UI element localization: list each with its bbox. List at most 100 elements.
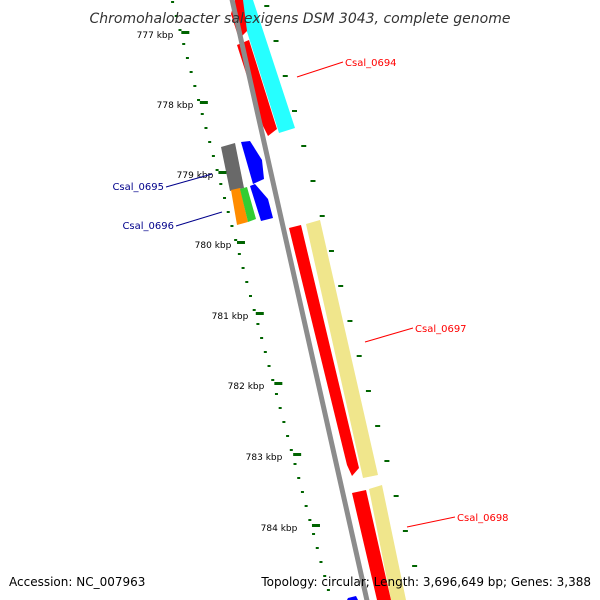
minor-tick [237, 253, 241, 255]
gene-label-leader [165, 173, 213, 188]
gene-label: Csal_0696 [122, 221, 174, 232]
scale-ticks [171, 1, 418, 591]
major-tick [255, 312, 264, 315]
outer-tick [301, 145, 307, 147]
minor-tick [297, 477, 301, 479]
scale-label: 782 kbp [228, 382, 265, 392]
minor-tick [267, 365, 271, 367]
minor-tick [304, 505, 308, 507]
outer-tick [402, 530, 408, 532]
red-cds-csal-0697 [289, 225, 359, 476]
major-tick [311, 524, 320, 527]
blue-cds-bottom [347, 596, 358, 600]
scale-labels: 777 kbp 778 kbp 779 kbp 780 kbp 781 kbp 782 k… [137, 31, 320, 534]
minor-tick [289, 449, 293, 451]
minor-tick [278, 407, 282, 409]
minor-tick [223, 197, 227, 199]
gene-labels: Csal_0694 Csal_0695 Csal_0696 Csal_0697 Csal… [112, 58, 508, 524]
gene-features [221, 0, 406, 600]
minor-tick [271, 379, 275, 381]
gene-label-leader [296, 61, 344, 78]
outer-tick [393, 495, 399, 497]
outer-tick [338, 285, 344, 287]
minor-tick [245, 281, 249, 283]
major-tick [181, 31, 190, 34]
scale-label: 781 kbp [212, 312, 249, 322]
minor-tick [319, 561, 323, 563]
outer-tick [310, 180, 316, 182]
minor-tick [234, 239, 238, 241]
minor-tick [241, 267, 245, 269]
minor-tick [204, 127, 208, 129]
outer-tick [365, 390, 371, 392]
green-feature [240, 187, 256, 222]
gene-label: Csal_0694 [345, 58, 397, 69]
minor-tick [182, 43, 186, 45]
genome-summary-text: Topology: circular; Length: 3,696,649 bp… [260, 575, 591, 589]
minor-tick [197, 99, 201, 101]
khaki-feature-csal-0697 [306, 220, 378, 478]
outer-tick [273, 40, 279, 42]
minor-tick [211, 155, 215, 157]
outer-tick [384, 460, 390, 462]
scale-label: 779 kbp [177, 171, 214, 181]
minor-tick [226, 211, 230, 213]
outer-tick [264, 5, 270, 7]
minor-tick [312, 533, 316, 535]
gene-label: Csal_0697 [415, 324, 467, 335]
outer-tick [412, 565, 418, 567]
orange-feature [231, 188, 248, 225]
minor-tick [219, 183, 223, 185]
minor-tick [178, 29, 182, 31]
minor-tick [260, 337, 264, 339]
major-tick [274, 382, 283, 385]
minor-tick [300, 491, 304, 493]
genome-backbone [229, 0, 370, 600]
blue-cds-csal-0695 [241, 141, 264, 184]
minor-tick [248, 295, 252, 297]
major-tick [218, 171, 227, 174]
minor-tick [174, 15, 178, 17]
outer-tick [328, 250, 334, 252]
gene-label: Csal_0698 [457, 513, 509, 524]
minor-tick [230, 225, 234, 227]
gene-label: Csal_0695 [112, 182, 164, 193]
gene-label-leader [175, 211, 223, 227]
gene-label-leader [364, 327, 414, 343]
outer-tick [292, 110, 298, 112]
minor-tick [293, 463, 297, 465]
map-title: Chromohalobacter salexigens DSM 3043, co… [90, 11, 511, 27]
outer-tick [356, 355, 362, 357]
minor-tick [326, 589, 330, 591]
minor-tick [323, 575, 327, 577]
outer-tick [319, 215, 325, 217]
minor-tick [208, 141, 212, 143]
minor-tick [200, 113, 204, 115]
minor-tick [252, 309, 256, 311]
outer-tick [347, 320, 353, 322]
major-tick [236, 241, 245, 244]
blue-cds-csal-0696 [250, 184, 273, 221]
minor-tick [171, 1, 175, 3]
minor-tick [256, 323, 260, 325]
major-tick [199, 101, 208, 104]
major-tick [293, 453, 302, 456]
minor-tick [189, 71, 193, 73]
outer-tick [282, 75, 288, 77]
minor-tick [263, 351, 267, 353]
gray-feature [221, 143, 244, 191]
khaki-feature-csal-0698 [369, 485, 406, 600]
cyan-feature [237, 0, 295, 133]
red-cds-csal-0698 [352, 490, 391, 600]
minor-tick [308, 519, 312, 521]
scale-label: 783 kbp [246, 453, 283, 463]
minor-tick [274, 393, 278, 395]
minor-tick [185, 57, 189, 59]
scale-label: 778 kbp [157, 101, 194, 111]
scale-label: 784 kbp [261, 524, 298, 534]
scale-label: 777 kbp [137, 31, 174, 41]
outer-tick [375, 425, 381, 427]
accession-text: Accession: NC_007963 [9, 575, 145, 589]
gene-label-leader [406, 516, 456, 528]
